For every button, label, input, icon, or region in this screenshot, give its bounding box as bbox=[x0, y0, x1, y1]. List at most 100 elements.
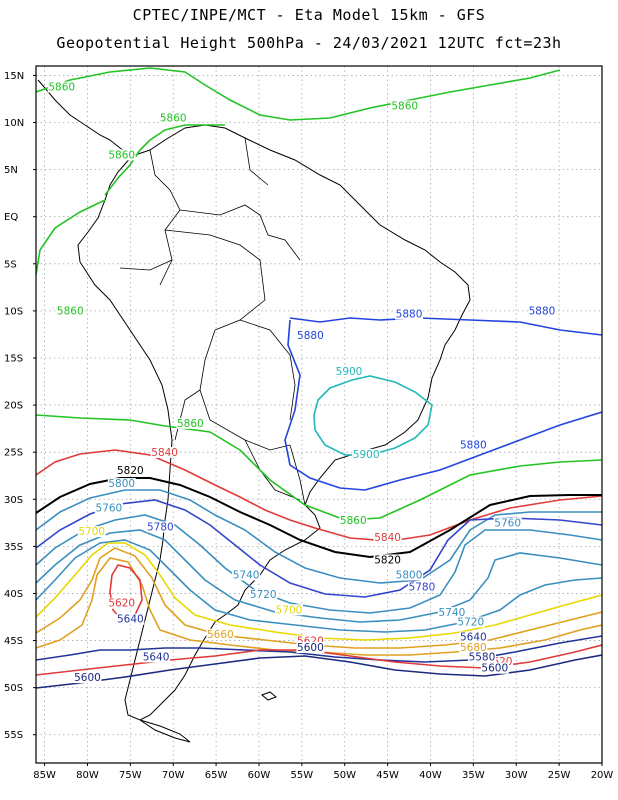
contour-label: 5860 bbox=[108, 149, 135, 161]
lon-tick-label: 55W bbox=[291, 770, 314, 781]
contour-5880 bbox=[289, 317, 602, 336]
contour-5860-coast bbox=[104, 124, 225, 196]
contour-label-background bbox=[467, 651, 496, 663]
contour-label-background bbox=[485, 656, 514, 668]
contour-5860-west bbox=[36, 199, 106, 276]
lat-tick-label: 5S bbox=[4, 259, 17, 270]
contour-label-background bbox=[390, 100, 419, 112]
lat-tick-label: 10N bbox=[4, 118, 24, 129]
map-title-line-1: CPTEC/INPE/MCT - Eta Model 15km - GFS bbox=[132, 6, 486, 24]
lat-tick-label: 15S bbox=[4, 353, 23, 364]
contour-label: 5700 bbox=[78, 526, 105, 538]
contour-label-background bbox=[480, 662, 509, 674]
contour-label: 5780 bbox=[147, 521, 174, 533]
contour-label: 5640 bbox=[143, 651, 170, 663]
contour-5620-ring bbox=[109, 564, 143, 621]
contour-label: 5880 bbox=[396, 309, 423, 321]
lat-tick-label: 10S bbox=[4, 306, 23, 317]
contour-label-background bbox=[373, 531, 402, 543]
contour-label: 5880 bbox=[529, 306, 556, 318]
contour-lines bbox=[36, 67, 602, 689]
contour-label-background bbox=[107, 597, 136, 609]
lon-tick-label: 20W bbox=[591, 770, 614, 781]
longitude-axis: 85W 80W 75W 70W 65W 60W 55W 50W 45W 40W 35W 30W 25W 2… bbox=[33, 763, 613, 781]
contour-label: 5860 bbox=[57, 306, 84, 318]
contour-label: 5640 bbox=[117, 614, 144, 626]
contour-label: 5600 bbox=[481, 663, 508, 675]
contour-label: 5860 bbox=[391, 100, 418, 112]
contour-label-background bbox=[206, 628, 235, 640]
contour-5760 bbox=[36, 514, 602, 614]
contour-label: 5680 bbox=[460, 642, 487, 654]
contour-label-background bbox=[395, 569, 424, 581]
lat-tick-label: 35S bbox=[4, 542, 23, 553]
contour-label-background bbox=[493, 517, 522, 529]
contour-labels: 5860 5860 5860 5860 5860 5860 5860 5880 5880 5880… bbox=[47, 81, 556, 684]
contour-label: 5760 bbox=[96, 503, 123, 515]
contour-label: 5800 bbox=[108, 478, 135, 490]
contour-label-background bbox=[94, 502, 123, 514]
lat-tick-label: 40S bbox=[4, 589, 23, 600]
contour-label-background bbox=[146, 521, 175, 533]
contour-label: 5840 bbox=[151, 447, 178, 459]
lat-tick-label: 30S bbox=[4, 495, 23, 506]
lat-tick-label: 20S bbox=[4, 401, 23, 412]
contour-label-background bbox=[296, 641, 325, 653]
lon-tick-label: 60W bbox=[248, 770, 271, 781]
contour-5840 bbox=[36, 449, 602, 542]
contour-label-background bbox=[56, 305, 85, 317]
lat-tick-label: EQ bbox=[4, 212, 18, 223]
lon-tick-label: 75W bbox=[119, 770, 142, 781]
contour-label-background bbox=[459, 641, 488, 653]
contour-label-background bbox=[47, 81, 76, 93]
contour-label-background bbox=[77, 526, 106, 538]
contour-label-background bbox=[150, 447, 179, 459]
contour-5800 bbox=[36, 489, 602, 584]
contour-label-background bbox=[459, 439, 488, 451]
contour-label: 5720 bbox=[457, 617, 484, 629]
contour-label: 5700 bbox=[276, 604, 303, 616]
contour-label: 5620 bbox=[108, 598, 135, 610]
lon-tick-label: 40W bbox=[419, 770, 442, 781]
map-frame bbox=[35, 65, 603, 764]
contour-5860-north bbox=[36, 67, 561, 121]
contour-label: 5820 bbox=[374, 554, 401, 566]
south-america-coastline bbox=[77, 124, 471, 721]
contour-label-background bbox=[107, 478, 136, 490]
contour-label: 5900 bbox=[353, 449, 380, 461]
contour-5720 bbox=[36, 539, 602, 633]
contour-5860-south bbox=[36, 414, 602, 521]
contour-label-background bbox=[296, 330, 325, 342]
contour-label-background bbox=[437, 607, 466, 619]
contour-label-background bbox=[116, 613, 145, 625]
contour-label: 5740 bbox=[439, 607, 466, 619]
contour-5640 bbox=[36, 635, 602, 663]
contour-label: 5800 bbox=[396, 569, 423, 581]
contour-label: 5640 bbox=[460, 632, 487, 644]
tierra-del-fuego bbox=[139, 719, 191, 743]
contour-label: 5880 bbox=[460, 439, 487, 451]
lon-tick-label: 80W bbox=[76, 770, 99, 781]
contour-5620 bbox=[36, 644, 602, 676]
contour-label-background bbox=[232, 569, 261, 581]
lat-tick-label: 45S bbox=[4, 636, 23, 647]
lat-tick-label: 50S bbox=[4, 683, 23, 694]
lat-tick-label: 55S bbox=[4, 730, 23, 741]
map-title-line-2: Geopotential Height 500hPa - 24/03/2021 … bbox=[56, 34, 562, 52]
country-borders bbox=[119, 137, 306, 506]
contour-label-background bbox=[159, 112, 188, 124]
contour-label: 5600 bbox=[74, 672, 101, 684]
contour-label-background bbox=[116, 464, 145, 476]
contour-label-background bbox=[335, 365, 364, 377]
coastline-outlines bbox=[37, 79, 471, 743]
lon-tick-label: 30W bbox=[505, 770, 528, 781]
lon-tick-label: 35W bbox=[462, 770, 485, 781]
contour-label: 5860 bbox=[160, 113, 187, 125]
contour-5700 bbox=[36, 542, 602, 641]
contour-label-background bbox=[527, 305, 556, 317]
contour-label-background bbox=[459, 631, 488, 643]
contour-label-background bbox=[373, 554, 402, 566]
contour-label-background bbox=[296, 635, 325, 647]
lon-tick-label: 45W bbox=[376, 770, 399, 781]
contour-5880-loop bbox=[284, 319, 602, 491]
